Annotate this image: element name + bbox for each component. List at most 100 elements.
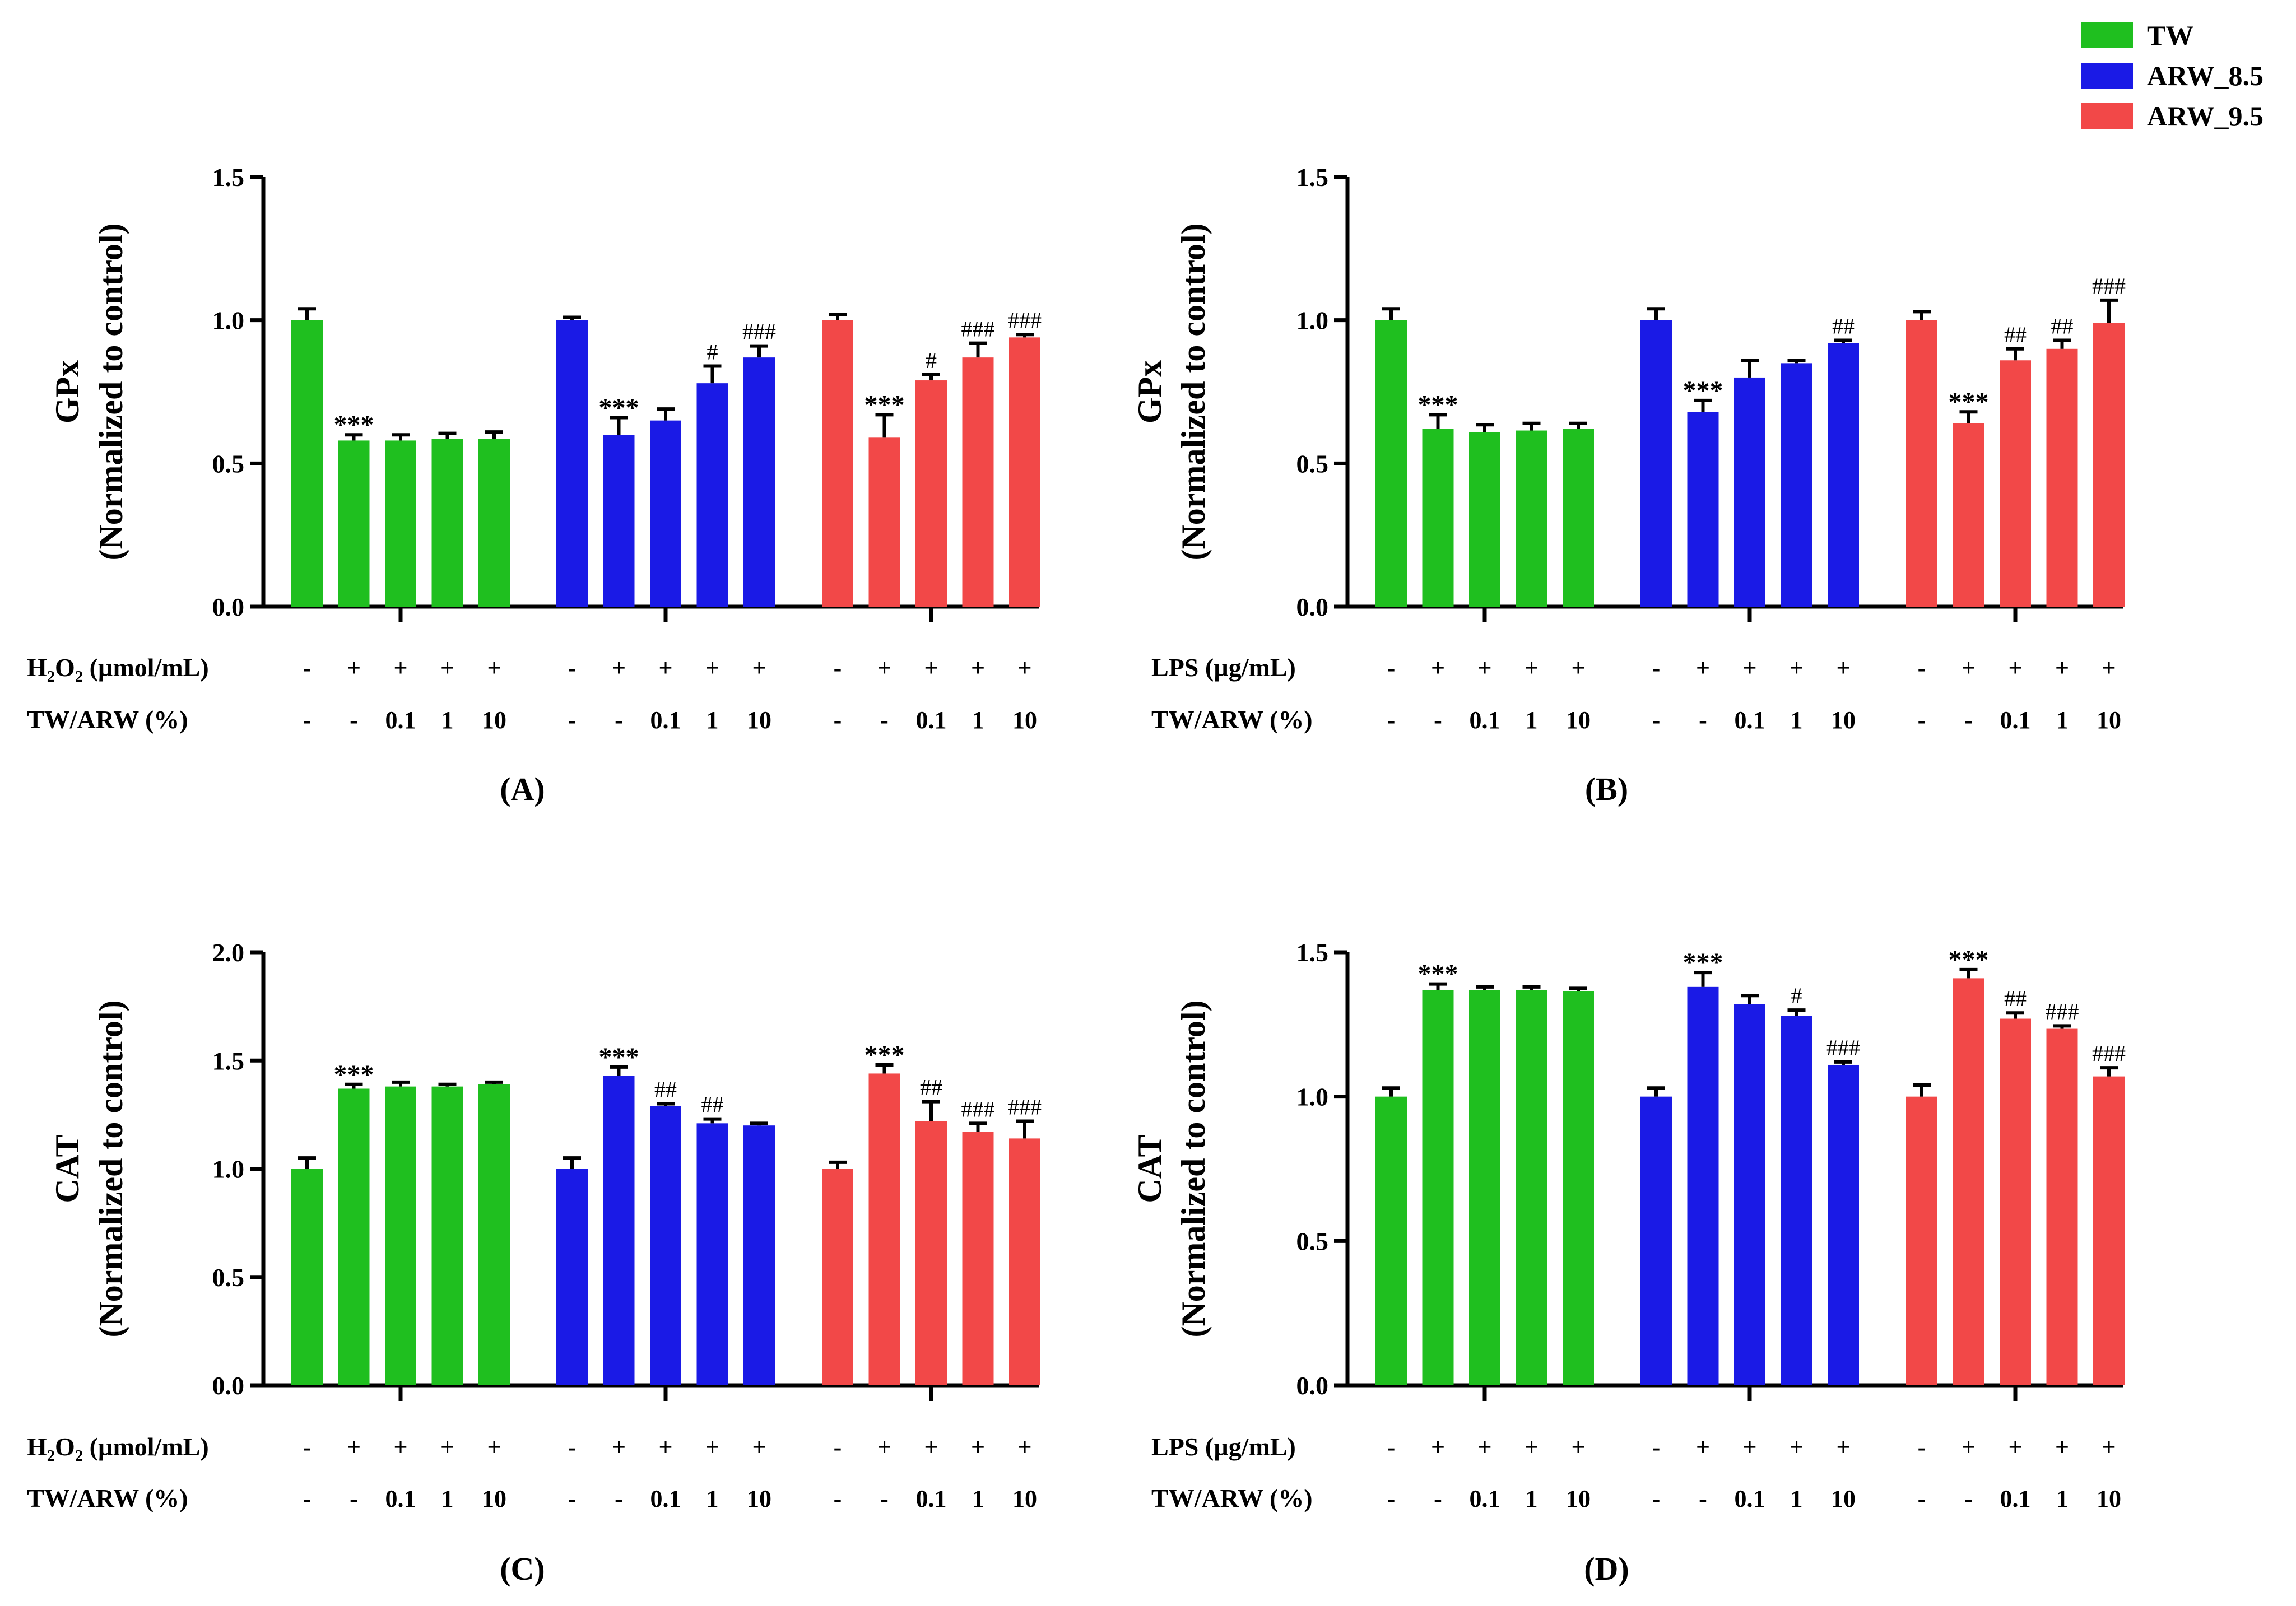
bar xyxy=(556,320,588,607)
row1-value: - xyxy=(1387,1433,1396,1461)
panel-label: (A) xyxy=(500,771,545,807)
row2-value: 0.1 xyxy=(1735,706,1765,734)
significance-hash: ### xyxy=(961,316,995,342)
row1-value: + xyxy=(1571,1433,1585,1461)
row1-value: + xyxy=(1790,654,1804,682)
panel-label: (B) xyxy=(1585,771,1628,807)
label-char: o xyxy=(134,1432,147,1461)
significance-hash: # xyxy=(707,339,718,364)
label-char: L xyxy=(1151,1432,1169,1461)
legend-swatch-3 xyxy=(2081,103,2133,129)
label-char: O xyxy=(55,1432,75,1461)
row1-value: + xyxy=(1431,654,1445,682)
row2-value: 1 xyxy=(2056,1485,2069,1512)
y-axis-title: GPx xyxy=(1131,360,1168,423)
row1-label: H2O2 (µmol/mL) xyxy=(27,653,209,686)
y-axis-title: CAT xyxy=(49,1134,86,1203)
bar xyxy=(1563,429,1594,607)
bar xyxy=(1953,978,1984,1385)
label-char xyxy=(83,653,90,682)
row2-label: TW/ARW (%) xyxy=(27,1484,188,1512)
bar xyxy=(603,1076,635,1385)
row1-value: - xyxy=(303,1433,312,1461)
bar xyxy=(1906,320,1937,607)
bar xyxy=(743,357,775,607)
row1-value: + xyxy=(1962,654,1976,682)
row1-value: - xyxy=(303,654,312,682)
row1-value: + xyxy=(705,654,719,682)
row2-value: - xyxy=(568,706,577,734)
row2-value: - xyxy=(615,706,623,734)
row1-value: + xyxy=(924,654,938,682)
significance-hash: ## xyxy=(2051,313,2074,338)
bar xyxy=(962,357,994,607)
panel-d-cat-lps: 0.0 0.5 1.0 1.5 CAT (Normalized to control) - -… xyxy=(1131,938,2126,1587)
row1-value: - xyxy=(834,654,842,682)
significance-star: *** xyxy=(599,393,639,423)
bar xyxy=(1687,412,1719,607)
bar xyxy=(696,383,728,607)
row1-label: H2O2 (µmol/mL) xyxy=(27,1432,209,1465)
bar xyxy=(822,1169,853,1385)
row1-value: + xyxy=(877,1433,891,1461)
bar xyxy=(868,1073,900,1385)
label-char: L xyxy=(1270,1432,1288,1461)
row2-value: - xyxy=(568,1485,577,1512)
row2-value: 1 xyxy=(972,1485,984,1512)
row2-value: 10 xyxy=(1831,706,1856,734)
significance-hash: ## xyxy=(1832,313,1855,338)
row2-value: - xyxy=(880,1485,889,1512)
bar xyxy=(1375,320,1407,607)
row2-value: 10 xyxy=(1566,706,1591,734)
label-char: P xyxy=(1169,653,1184,682)
row2-value: 10 xyxy=(482,706,506,734)
label-char: µ xyxy=(1214,1432,1229,1461)
label-char xyxy=(1198,1432,1205,1461)
row2-value: 1 xyxy=(1791,706,1803,734)
label-char: / xyxy=(154,1432,162,1461)
row2-value: 1 xyxy=(707,706,719,734)
row1-value: + xyxy=(705,1433,719,1461)
row2-value: - xyxy=(1699,1485,1707,1512)
bar xyxy=(1953,423,1984,607)
row2-value: - xyxy=(834,1485,842,1512)
y-tick-label: 1.0 xyxy=(212,1155,245,1184)
significance-hash: ### xyxy=(2092,1041,2126,1066)
bar xyxy=(431,439,463,607)
bar xyxy=(962,1132,994,1385)
label-char: / xyxy=(1241,1432,1249,1461)
bar xyxy=(338,440,370,607)
bar xyxy=(650,420,681,607)
row2-value: - xyxy=(350,1485,358,1512)
row1-value: + xyxy=(487,1433,501,1461)
significance-hash: ### xyxy=(1008,1094,1042,1119)
bar xyxy=(1516,989,1547,1385)
bar xyxy=(915,1121,947,1385)
y-tick-label: 1.0 xyxy=(1296,1083,1329,1111)
label-char: l xyxy=(147,653,155,682)
y-axis-title: CAT xyxy=(1131,1134,1168,1203)
label-char: L xyxy=(183,1432,201,1461)
row2-label: TW/ARW (%) xyxy=(27,705,188,734)
row2-value: - xyxy=(1699,706,1707,734)
y-tick-label: 1.0 xyxy=(1296,306,1329,335)
bar xyxy=(478,439,510,607)
label-char: m xyxy=(113,1432,134,1461)
y-axis-title: GPx xyxy=(49,360,86,423)
label-char: 2 xyxy=(47,1447,55,1465)
row2-value: 0.1 xyxy=(1735,1485,1765,1512)
row1-value: + xyxy=(393,654,407,682)
bar xyxy=(2093,323,2125,607)
significance-star: *** xyxy=(599,1042,639,1072)
label-char: m xyxy=(161,653,183,682)
bar xyxy=(1563,991,1594,1385)
bar xyxy=(696,1123,728,1385)
bar xyxy=(2046,1028,2078,1385)
row1-value: + xyxy=(1477,654,1491,682)
row2-value: 0.1 xyxy=(385,706,416,734)
bar xyxy=(1009,337,1040,607)
row2-value: 0.1 xyxy=(1470,1485,1500,1512)
significance-star: *** xyxy=(865,390,905,420)
bar xyxy=(1009,1138,1040,1385)
bar xyxy=(822,320,853,607)
